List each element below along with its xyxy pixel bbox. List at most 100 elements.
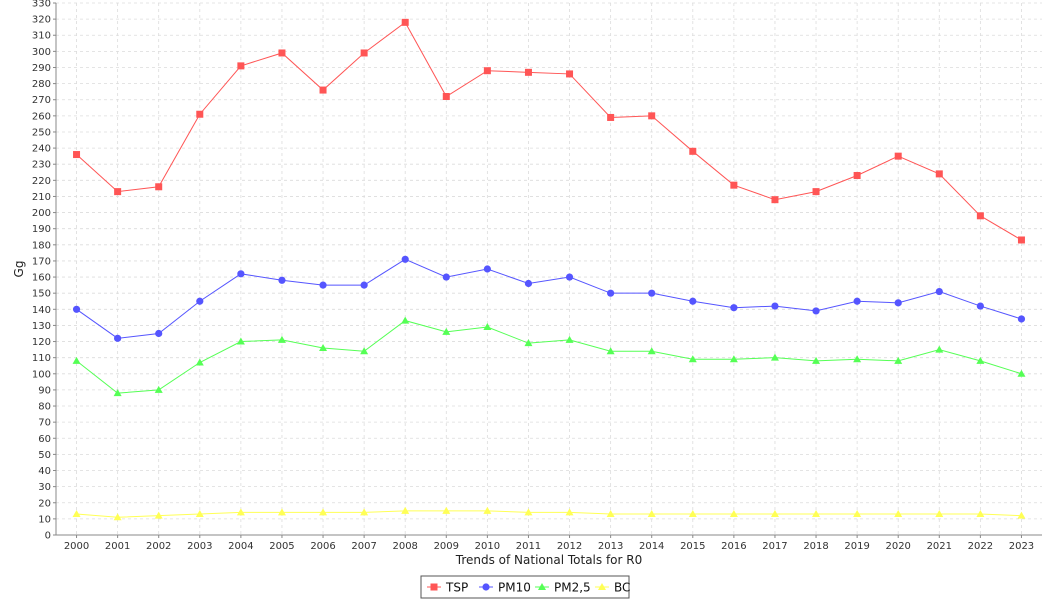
y-tick-label: 120 xyxy=(32,337,51,348)
data-point-tsp xyxy=(566,70,574,78)
x-tick-label: 2001 xyxy=(105,541,130,552)
x-tick-label: 2012 xyxy=(557,541,582,552)
x-tick-label: 2017 xyxy=(762,541,787,552)
x-tick-label: 2016 xyxy=(721,541,746,552)
data-point-pm2-5 xyxy=(113,389,122,397)
data-point-bc xyxy=(442,506,451,514)
data-point-bc xyxy=(894,510,903,518)
data-point-pm10 xyxy=(72,305,81,313)
data-point-pm2-5 xyxy=(154,385,163,393)
y-tick-label: 180 xyxy=(32,240,51,251)
y-tick-label: 80 xyxy=(38,402,51,413)
data-point-pm10 xyxy=(401,255,409,263)
data-point-pm10 xyxy=(771,302,779,310)
data-point-pm2-5 xyxy=(401,316,410,324)
data-point-pm2-5 xyxy=(853,355,862,363)
y-tick-label: 300 xyxy=(32,47,51,58)
data-point-tsp xyxy=(114,188,122,196)
x-tick-label: 2006 xyxy=(310,541,335,552)
legend-marker-pm10 xyxy=(482,583,490,591)
legend-box xyxy=(420,575,630,599)
data-point-tsp xyxy=(894,152,902,160)
data-point-bc xyxy=(688,510,697,518)
data-point-tsp xyxy=(196,110,204,118)
data-point-bc xyxy=(195,510,204,518)
data-point-bc xyxy=(401,506,410,514)
data-point-tsp xyxy=(155,183,163,191)
series-line-pm10 xyxy=(76,258,1022,339)
data-point-pm10 xyxy=(853,297,861,305)
data-point-pm2-5 xyxy=(195,358,204,366)
data-point-tsp xyxy=(319,86,327,94)
y-tick-label: 250 xyxy=(32,127,51,138)
data-point-pm10 xyxy=(442,273,450,281)
data-point-pm10 xyxy=(360,281,368,289)
legend-marker-bc xyxy=(598,583,606,590)
data-point-pm2-5 xyxy=(770,353,779,361)
plot-area xyxy=(56,3,1042,535)
data-point-pm2-5 xyxy=(729,355,738,363)
legend-label-pm2-5: PM2,5 xyxy=(554,581,591,595)
y-tick-label: 10 xyxy=(38,514,51,525)
data-point-tsp xyxy=(483,67,491,75)
y-axis-title: Gg xyxy=(12,261,26,278)
y-tick-label: 60 xyxy=(38,434,51,445)
data-point-tsp xyxy=(935,170,943,178)
x-tick-label: 2005 xyxy=(269,541,294,552)
data-point-pm10 xyxy=(730,304,738,312)
data-point-pm2-5 xyxy=(606,347,615,355)
data-point-pm10 xyxy=(976,302,984,310)
data-point-pm10 xyxy=(935,287,943,296)
y-tick-label: 110 xyxy=(32,353,51,364)
legend-item-pm10: PM10 xyxy=(479,581,531,595)
data-point-pm2-5 xyxy=(360,347,369,355)
data-point-pm10 xyxy=(565,273,574,281)
x-axis-title: Trends of National Totals for R0 xyxy=(455,553,643,567)
data-point-tsp xyxy=(237,62,245,70)
x-tick-label: 2002 xyxy=(146,541,171,552)
x-tick-label: 2013 xyxy=(598,541,623,552)
data-point-bc xyxy=(524,508,533,516)
y-tick-label: 270 xyxy=(32,95,51,106)
x-tick-label: 2022 xyxy=(968,541,993,552)
data-point-pm2-5 xyxy=(1017,369,1026,377)
data-point-bc xyxy=(770,510,779,518)
legend-item-bc: BC xyxy=(595,581,630,595)
data-point-pm10 xyxy=(648,289,656,297)
data-point-tsp xyxy=(278,49,286,57)
grid xyxy=(56,2,1042,535)
data-point-bc xyxy=(154,511,163,519)
data-point-bc xyxy=(647,510,656,518)
data-point-pm2-5 xyxy=(647,347,656,355)
data-point-bc xyxy=(236,508,245,516)
data-point-tsp xyxy=(1017,236,1025,244)
series-line-bc xyxy=(76,510,1022,518)
data-point-tsp xyxy=(853,171,861,179)
x-tick-label: 2019 xyxy=(844,541,869,552)
data-point-bc xyxy=(319,508,328,516)
data-point-pm10 xyxy=(319,281,327,289)
data-point-tsp xyxy=(401,18,409,26)
x-tick-label: 2020 xyxy=(885,541,910,552)
y-tick-label: 240 xyxy=(32,144,51,155)
data-point-tsp xyxy=(360,49,368,57)
data-point-pm2-5 xyxy=(442,327,451,335)
y-tick-label: 160 xyxy=(32,273,51,284)
data-point-pm10 xyxy=(812,307,820,315)
y-tick-label: 290 xyxy=(32,63,51,74)
series-line-pm2-5 xyxy=(76,320,1022,394)
data-point-bc xyxy=(483,506,492,514)
data-point-pm10 xyxy=(483,265,491,273)
data-point-bc xyxy=(606,510,615,518)
legend: TSP PM10 PM2,5 BC xyxy=(420,575,630,599)
series-pm2-5 xyxy=(72,316,1026,397)
x-tick-label: 2023 xyxy=(1009,541,1034,552)
data-point-tsp xyxy=(73,151,81,159)
data-point-pm10 xyxy=(689,297,697,305)
data-point-pm10 xyxy=(278,276,286,284)
y-tick-label: 260 xyxy=(32,111,51,122)
data-point-tsp xyxy=(976,212,984,220)
data-point-bc xyxy=(976,510,985,518)
